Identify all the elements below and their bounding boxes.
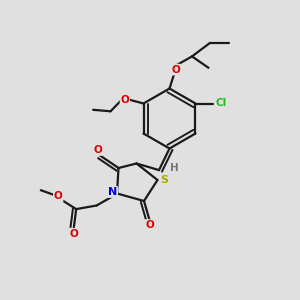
Text: O: O (69, 229, 78, 239)
Text: O: O (54, 191, 63, 201)
Text: Cl: Cl (215, 98, 226, 109)
Text: H: H (169, 163, 178, 173)
Text: O: O (93, 145, 102, 155)
Text: O: O (121, 95, 129, 105)
Text: O: O (146, 220, 154, 230)
Text: O: O (171, 64, 180, 75)
Text: N: N (108, 187, 117, 197)
Text: S: S (160, 175, 168, 185)
